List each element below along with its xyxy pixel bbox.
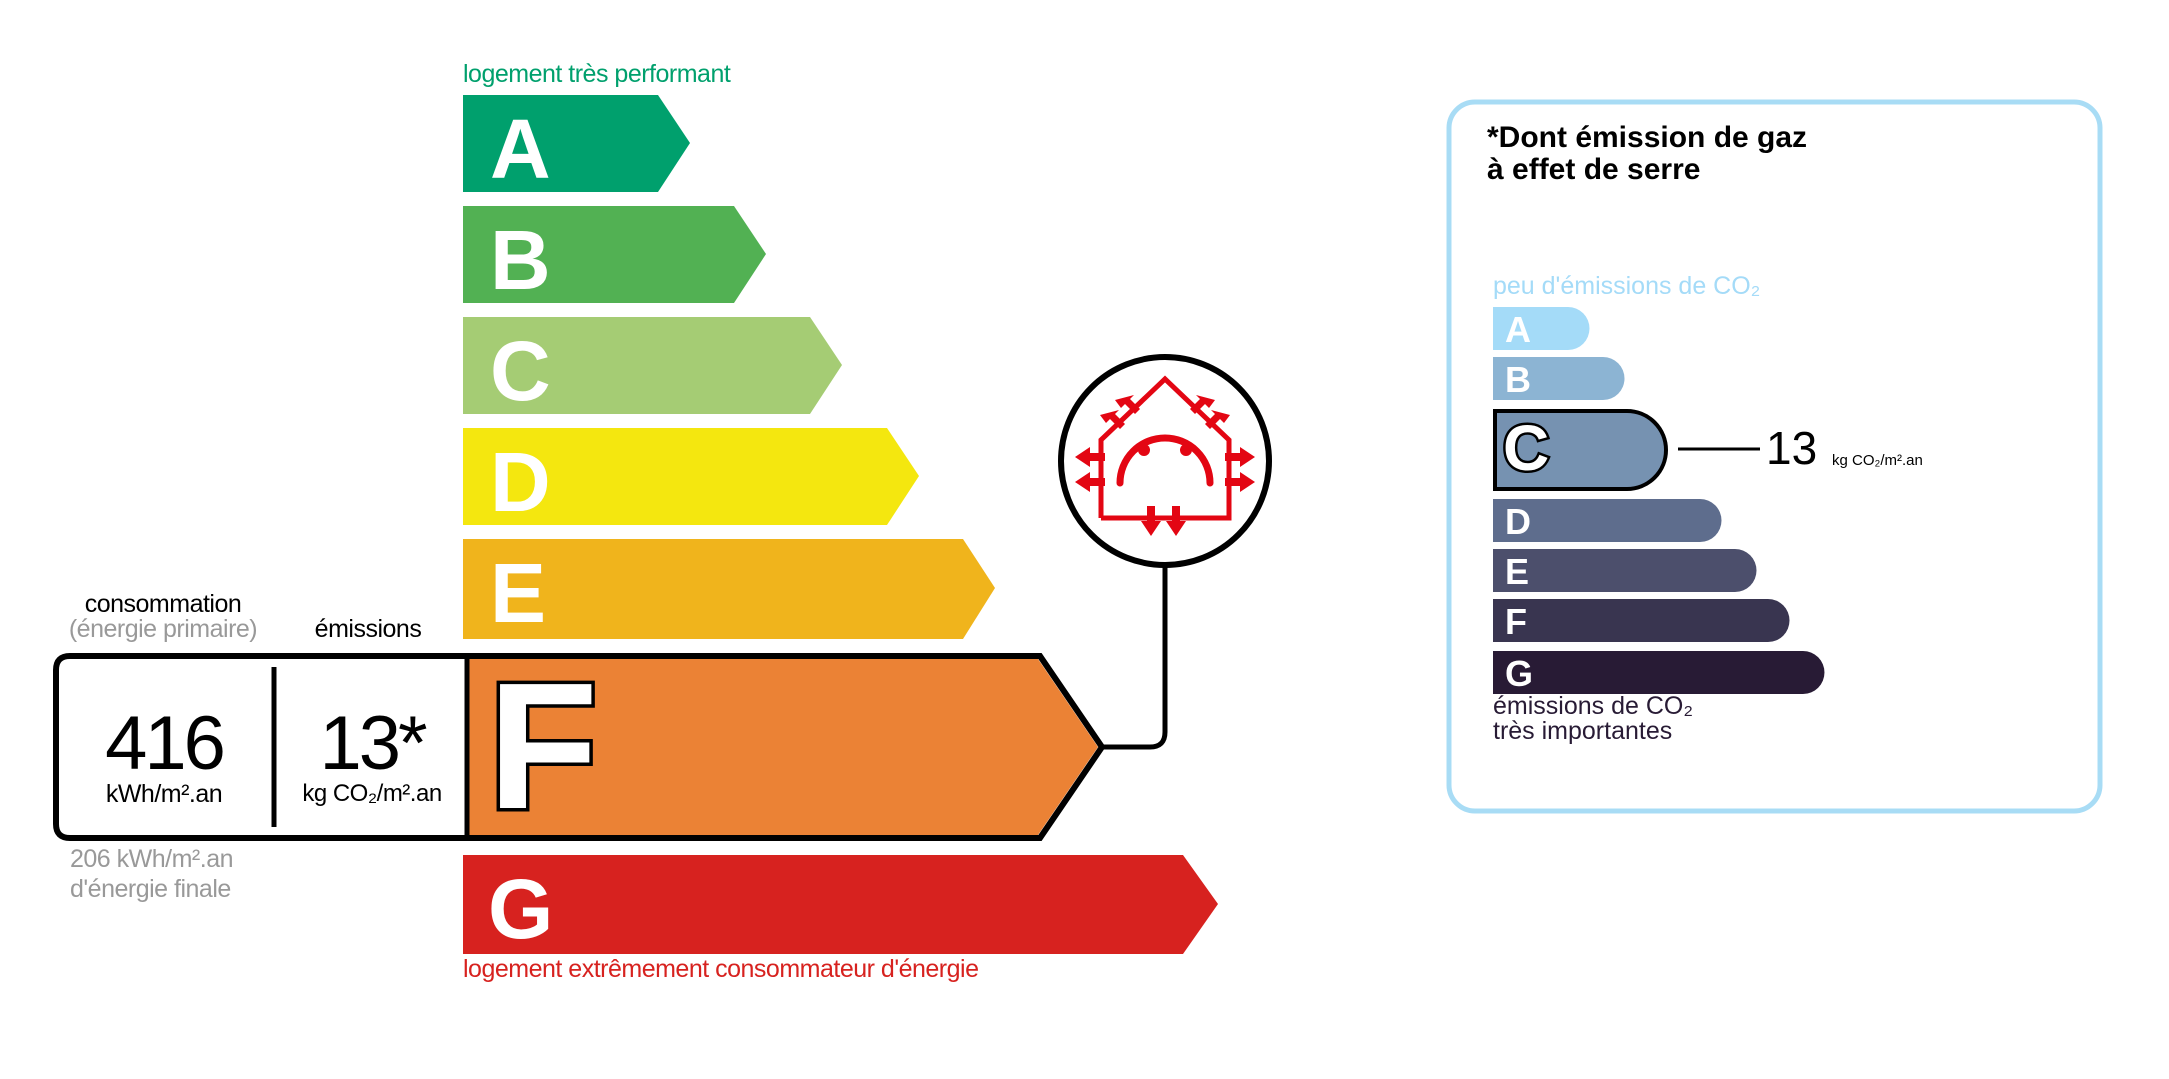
bottom-caption: logement extrêmement consommateur d'éner…: [463, 955, 979, 983]
ges-bar-g: [1493, 651, 1825, 694]
ges-panel-frame: [1446, 99, 2103, 814]
ges-bar-c: [1493, 409, 1668, 491]
class-letter-g: G: [488, 862, 553, 956]
ges-letter-e: E: [1505, 551, 1529, 592]
ges-letter-c: C: [1503, 412, 1549, 484]
ges-bottom-line2: très importantes: [1493, 717, 1673, 745]
ges-letter-f: F: [1505, 601, 1527, 642]
class-letter-d: D: [490, 435, 551, 529]
consumption-unit: kWh/m².an: [105, 780, 223, 808]
class-letter-b: B: [490, 213, 551, 307]
ges-panel-title: *Dont émission de gaz à effet de serre: [1487, 122, 1807, 186]
class-letter-e: E: [490, 546, 546, 640]
ges-letter-g: G: [1505, 653, 1533, 694]
ges-letter-a: A: [1505, 309, 1531, 350]
ges-top-caption: peu d'émissions de CO₂: [1493, 272, 1761, 300]
consumption-subheader: (énergie primaire): [68, 615, 258, 643]
ges-unit: kg CO₂/m².an: [1832, 452, 1923, 469]
ges-bar-e: [1493, 549, 1757, 592]
class-bar-f: [467, 659, 1098, 835]
top-caption: logement très performant: [463, 60, 731, 88]
badge-connector: [1102, 566, 1168, 750]
class-bar-e: [463, 539, 995, 639]
ges-bar-a: [1493, 307, 1590, 350]
class-letter-f: F: [488, 646, 598, 847]
class-bar-d: [463, 428, 919, 525]
final-energy-label: d'énergie finale: [70, 875, 231, 903]
class-letter-a: A: [490, 102, 551, 196]
ges-letter-d: D: [1505, 501, 1531, 542]
class-bar-b: [463, 206, 766, 303]
emissions-unit: kg CO₂/m².an: [302, 780, 442, 807]
ges-title-line2: à effet de serre: [1487, 153, 1701, 186]
ges-bottom-caption: émissions de CO₂ très importantes: [1493, 694, 1693, 744]
ges-bar-d: [1493, 499, 1722, 542]
house-heat-loss-sad-face-icon: [1058, 354, 1272, 568]
final-energy-value: 206 kWh/m².an: [70, 845, 234, 873]
ges-bar-f: [1493, 599, 1790, 642]
ges-bar-b: [1493, 357, 1625, 400]
class-bar-a: [463, 95, 690, 192]
ges-bottom-line1: émissions de CO₂: [1493, 692, 1694, 720]
class-bar-c: [463, 317, 842, 414]
ges-title-line1: *Dont émission de gaz: [1487, 121, 1808, 154]
consumption-header: consommation: [84, 590, 242, 618]
emissions-value: 13*: [319, 701, 427, 786]
class-letter-c: C: [490, 324, 551, 418]
ges-letter-b: B: [1505, 359, 1531, 400]
emissions-header: émissions: [314, 615, 422, 643]
consumption-value: 416: [105, 701, 226, 786]
ges-value: 13: [1766, 422, 1818, 474]
class-bar-g: [463, 855, 1218, 954]
